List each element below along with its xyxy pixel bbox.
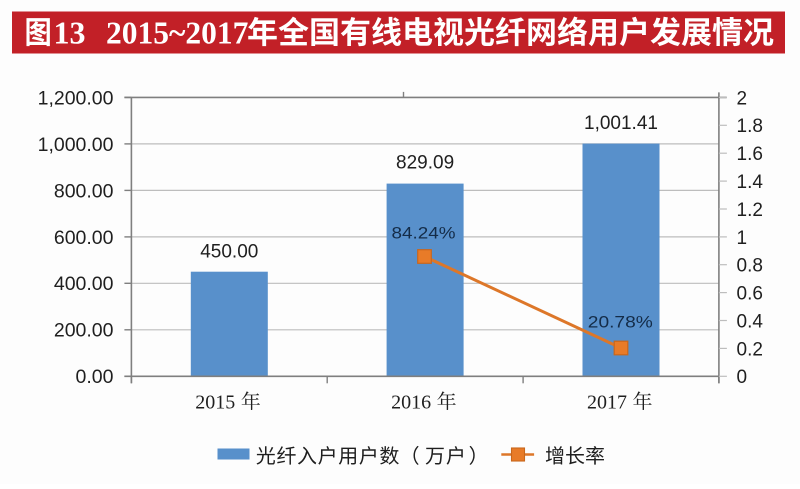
svg-text:829.09: 829.09 (396, 152, 454, 173)
svg-text:800.00: 800.00 (54, 180, 114, 202)
svg-text:0.8: 0.8 (737, 256, 763, 277)
svg-text:1.8: 1.8 (737, 116, 763, 137)
svg-text:0.00: 0.00 (76, 366, 114, 388)
svg-text:84.24%: 84.24% (392, 225, 456, 243)
svg-text:2017: 2017 (587, 392, 627, 414)
svg-text:13: 13 (54, 14, 86, 50)
svg-text:0.2: 0.2 (737, 339, 763, 360)
svg-text:450.00: 450.00 (200, 242, 258, 263)
svg-text:200.00: 200.00 (54, 320, 114, 342)
svg-text:2016: 2016 (391, 392, 431, 414)
svg-text:2015~2017: 2015~2017 (106, 15, 248, 50)
svg-text:1.4: 1.4 (737, 172, 764, 193)
svg-text:2: 2 (737, 88, 748, 109)
svg-text:1,200.00: 1,200.00 (38, 87, 114, 109)
svg-text:0.6: 0.6 (737, 284, 763, 305)
svg-text:0.4: 0.4 (737, 311, 764, 332)
svg-text:1: 1 (737, 228, 748, 249)
svg-text:1,000.00: 1,000.00 (38, 134, 114, 156)
svg-text:2015: 2015 (195, 392, 235, 414)
svg-text:1.6: 1.6 (737, 144, 763, 165)
svg-text:400.00: 400.00 (54, 273, 114, 295)
svg-text:20.78%: 20.78% (588, 314, 653, 332)
svg-text:600.00: 600.00 (54, 227, 114, 249)
svg-text:1.2: 1.2 (737, 200, 763, 221)
svg-text:1,001.41: 1,001.41 (584, 113, 658, 134)
svg-text:0: 0 (737, 367, 748, 388)
